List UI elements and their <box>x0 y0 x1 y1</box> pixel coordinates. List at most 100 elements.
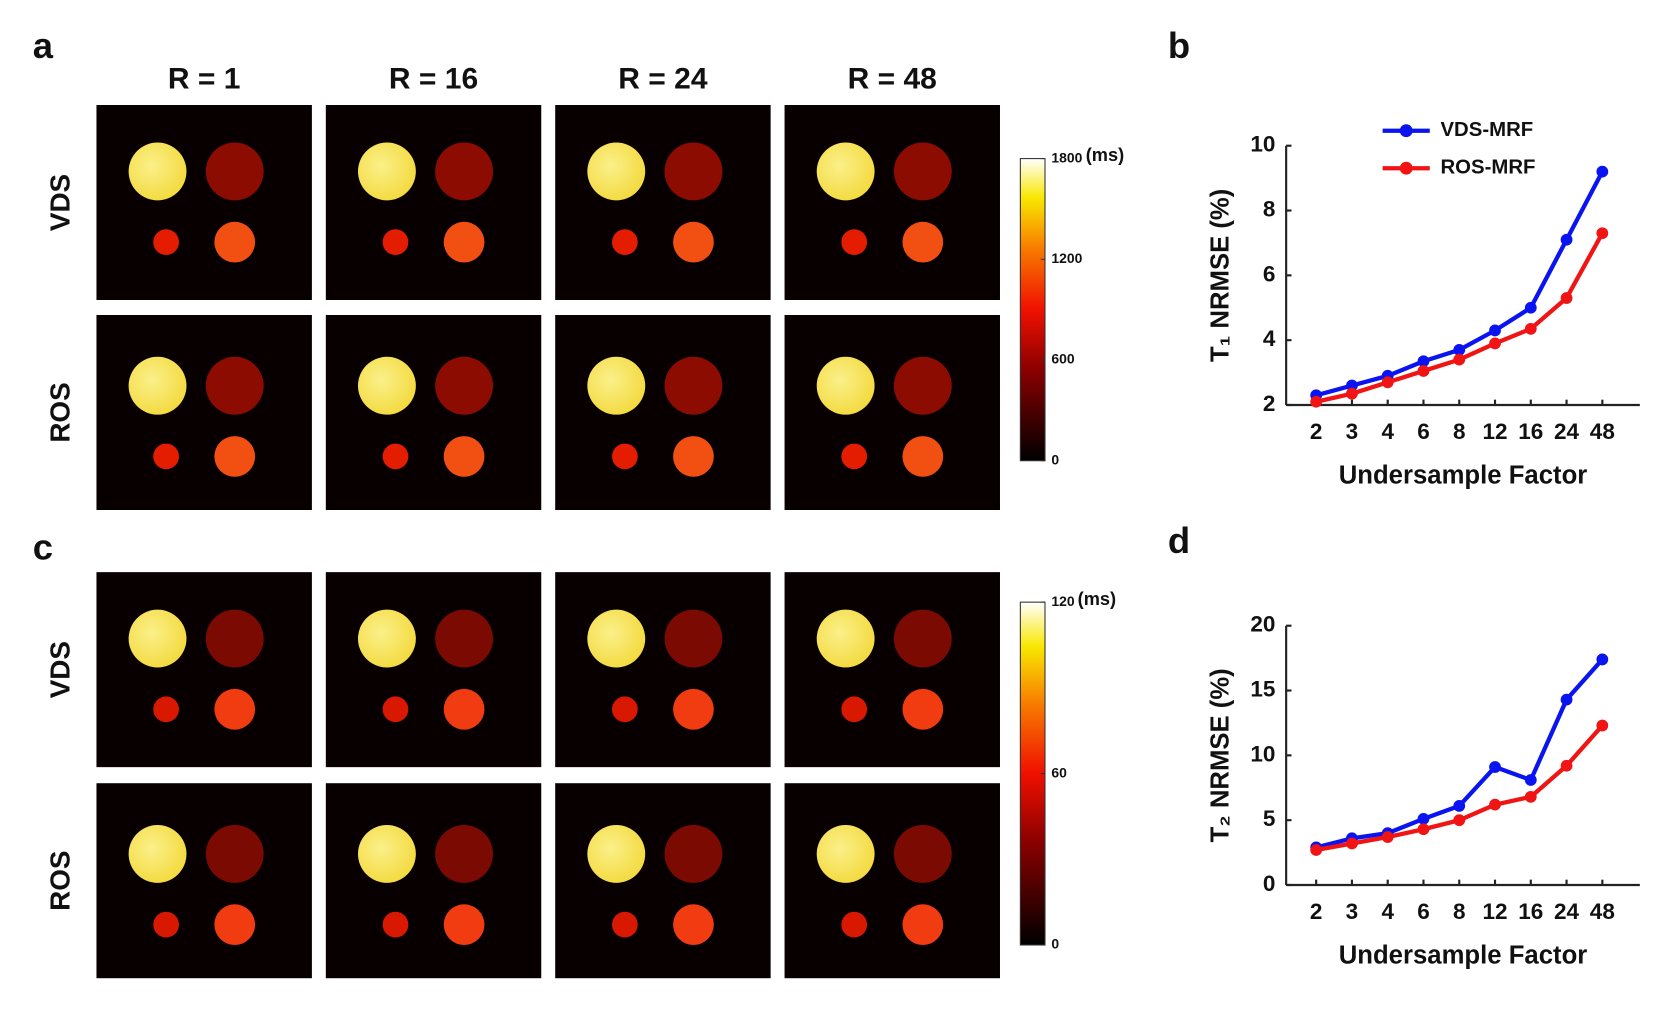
phantom-vial <box>673 688 714 730</box>
phantom-vial <box>435 609 494 668</box>
map-background <box>555 783 771 979</box>
colorbar-unit: (ms) <box>1078 589 1116 609</box>
phantom-vial <box>893 825 952 883</box>
x-axis-label: Undersample Factor <box>1339 942 1588 970</box>
row-label: ROS <box>45 851 76 911</box>
data-point <box>1560 693 1573 706</box>
phantom-vial <box>664 142 723 201</box>
phantom-vial <box>816 142 875 201</box>
phantom-vial <box>153 443 179 470</box>
map-image <box>784 105 1000 300</box>
data-point <box>1524 301 1537 314</box>
map-background <box>555 315 771 510</box>
map-background <box>784 572 1000 768</box>
phantom-vial <box>357 825 416 883</box>
x-tick-label: 8 <box>1453 419 1466 444</box>
data-point <box>1524 790 1537 803</box>
data-point <box>1381 376 1394 389</box>
phantom-vial <box>673 904 714 945</box>
phantom-vial <box>214 436 256 477</box>
phantom-vial <box>128 825 187 883</box>
y-tick-label: 10 <box>1250 741 1275 766</box>
colorbar-tick-label: 600 <box>1051 351 1074 367</box>
phantom-vial <box>893 142 952 201</box>
map-background <box>784 315 1000 510</box>
y-tick-label: 5 <box>1263 806 1276 831</box>
phantom-vial <box>443 436 485 477</box>
panel-label: a <box>33 25 54 66</box>
map-image <box>96 572 312 768</box>
data-point <box>1596 719 1609 732</box>
map-background <box>555 105 771 300</box>
phantom-vial <box>435 142 494 201</box>
data-point <box>1560 233 1573 246</box>
phantom-vial <box>893 609 952 668</box>
phantom-vial <box>587 356 646 415</box>
x-tick-label: 6 <box>1417 899 1430 924</box>
phantom-vial <box>214 221 256 263</box>
x-tick-label: 3 <box>1346 419 1359 444</box>
phantom-vial <box>893 356 952 415</box>
y-tick-label: 15 <box>1250 676 1275 701</box>
phantom-vial <box>611 696 638 723</box>
map-background <box>325 105 542 300</box>
map-image <box>96 315 312 510</box>
phantom-vial <box>443 904 485 945</box>
phantom-vial <box>128 142 187 201</box>
phantom-vial <box>902 221 944 263</box>
phantom-vial <box>816 609 875 668</box>
y-tick-label: 2 <box>1263 391 1276 416</box>
phantom-vial <box>214 688 256 730</box>
data-point <box>1453 344 1466 356</box>
map-image <box>325 572 542 768</box>
phantom-vial <box>153 229 179 255</box>
phantom-vial <box>435 356 494 415</box>
map-image <box>555 315 771 510</box>
x-tick-label: 12 <box>1483 899 1508 924</box>
x-tick-label: 4 <box>1381 899 1394 924</box>
phantom-vial <box>214 904 256 945</box>
map-image <box>784 315 1000 510</box>
map-image <box>325 315 542 510</box>
x-tick-label: 48 <box>1590 419 1615 444</box>
phantom-vial <box>816 356 875 415</box>
y-axis-label: T₁ NRMSE (%) <box>1207 189 1235 362</box>
map-background <box>784 105 1000 300</box>
panel-label: b <box>1168 25 1190 66</box>
y-tick-label: 20 <box>1250 612 1275 637</box>
phantom-vial <box>902 688 944 730</box>
x-tick-label: 6 <box>1417 419 1430 444</box>
map-image <box>555 105 771 300</box>
x-tick-label: 24 <box>1554 419 1580 444</box>
x-tick-label: 2 <box>1310 899 1323 924</box>
phantom-vial <box>205 142 264 201</box>
phantom-vial <box>153 911 179 938</box>
phantom-vial <box>357 142 416 201</box>
colorbar-unit: (ms) <box>1086 145 1124 165</box>
phantom-vial <box>673 221 714 263</box>
data-point <box>1596 653 1609 666</box>
x-tick-label: 16 <box>1518 899 1543 924</box>
y-axis-label: T₂ NRMSE (%) <box>1207 668 1235 842</box>
data-point <box>1453 814 1466 827</box>
x-tick-label: 4 <box>1381 419 1394 444</box>
x-tick-label: 2 <box>1310 419 1323 444</box>
phantom-vial <box>153 696 179 723</box>
data-point <box>1489 337 1501 350</box>
data-point <box>1381 831 1394 843</box>
data-point <box>1524 774 1537 786</box>
phantom-vial <box>673 436 714 477</box>
phantom-vial <box>611 229 638 255</box>
phantom-vial <box>587 142 646 201</box>
x-tick-label: 3 <box>1346 899 1359 924</box>
data-point <box>1310 844 1323 856</box>
phantom-vial <box>357 356 416 415</box>
map-background <box>555 572 771 768</box>
data-point <box>1489 798 1501 811</box>
map-image <box>555 572 771 768</box>
phantom-vial <box>587 825 646 883</box>
phantom-vial <box>587 609 646 668</box>
phantom-vial <box>611 443 638 470</box>
colorbar-tick-label: 60 <box>1051 764 1067 780</box>
